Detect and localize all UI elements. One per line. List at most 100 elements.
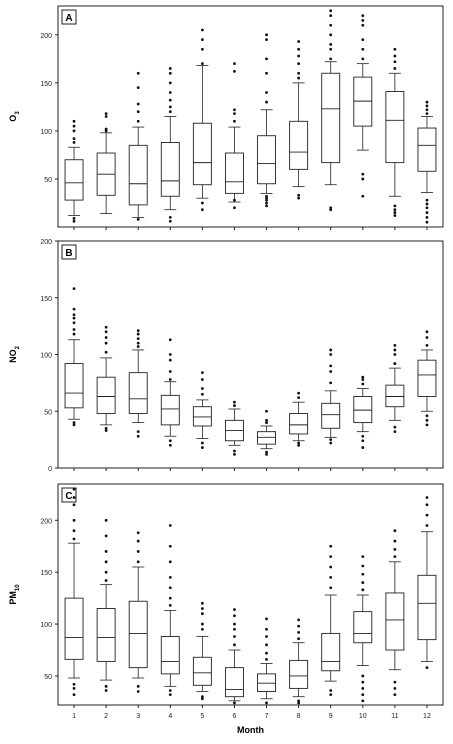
outlier-point — [104, 426, 108, 430]
outlier-point — [297, 441, 301, 445]
y-tick-label: 150 — [40, 296, 52, 303]
outlier-point — [425, 108, 429, 112]
outlier-point — [72, 313, 76, 317]
outlier-point — [104, 570, 108, 574]
box-month-1 — [64, 119, 84, 223]
outlier-point — [361, 572, 365, 576]
outlier-point — [425, 104, 429, 108]
box-month-1 — [64, 487, 84, 697]
outlier-point — [361, 699, 365, 703]
outlier-point — [200, 392, 204, 396]
outlier-point — [361, 177, 365, 181]
outlier-point — [329, 14, 333, 18]
box-month-9 — [321, 544, 341, 697]
x-tick-label: 4 — [168, 713, 172, 720]
outlier-point — [104, 684, 108, 688]
outlier-point — [72, 316, 76, 320]
box-iqr — [257, 431, 276, 445]
outlier-point — [393, 693, 397, 697]
box-month-6 — [225, 400, 244, 456]
outlier-point — [393, 47, 397, 51]
x-tick-label: 6 — [233, 713, 237, 720]
box-month-2 — [96, 112, 116, 214]
outlier-point — [168, 105, 172, 109]
outlier-point — [168, 524, 172, 527]
outlier-point — [168, 67, 172, 70]
x-tick-label: 7 — [265, 713, 269, 720]
box-month-11 — [385, 529, 405, 697]
outlier-point — [329, 364, 333, 368]
box-iqr — [128, 144, 148, 206]
outlier-point — [72, 216, 76, 220]
outlier-point — [361, 23, 365, 27]
outlier-point — [265, 701, 268, 705]
outlier-point — [168, 378, 172, 381]
outlier-point — [233, 404, 236, 407]
outlier-point — [297, 62, 301, 66]
outlier-point — [72, 421, 76, 424]
plot-frame — [57, 240, 444, 469]
outlier-point — [297, 443, 301, 447]
outlier-point — [361, 57, 365, 61]
outlier-point — [329, 575, 333, 579]
outlier-point — [72, 682, 76, 686]
outlier-point — [72, 487, 76, 491]
x-tick-label: 5 — [200, 713, 204, 720]
outlier-point — [329, 555, 333, 559]
box-iqr — [289, 120, 309, 170]
outlier-point — [329, 438, 333, 442]
outlier-point — [265, 627, 268, 631]
box-month-5 — [192, 601, 212, 701]
outlier-point — [72, 124, 76, 128]
outlier-point — [361, 680, 365, 684]
outlier-point — [72, 137, 76, 141]
y-axis-label-subscript: 10 — [15, 584, 21, 591]
outlier-point — [104, 127, 108, 131]
outlier-point — [168, 98, 172, 102]
box-iqr — [289, 659, 309, 689]
outlier-point — [265, 100, 268, 104]
outlier-point — [393, 425, 397, 429]
outlier-point — [104, 689, 108, 692]
outlier-point — [393, 686, 397, 690]
outlier-point — [297, 193, 301, 197]
outlier-point — [104, 341, 108, 345]
box-iqr — [353, 396, 373, 424]
outlier-point — [393, 529, 397, 533]
outlier-point — [104, 429, 108, 432]
outlier-point — [136, 71, 140, 75]
outlier-point — [361, 446, 365, 449]
outlier-point — [136, 110, 140, 114]
outlier-point — [72, 529, 76, 533]
box-month-8 — [289, 618, 309, 705]
box-month-6 — [225, 62, 244, 210]
outlier-point — [104, 129, 108, 133]
box-month-12 — [417, 100, 437, 224]
x-tick-label: 9 — [329, 713, 333, 720]
outlier-point — [265, 194, 268, 198]
outlier-point — [233, 614, 236, 618]
box-month-1 — [64, 287, 84, 427]
outlier-point — [361, 172, 365, 176]
outlier-point — [136, 329, 140, 333]
box-iqr — [96, 608, 116, 662]
outlier-point — [200, 38, 204, 42]
outlier-point — [361, 439, 365, 443]
outlier-point — [168, 575, 172, 579]
outlier-point — [361, 581, 365, 584]
outlier-point — [168, 689, 172, 692]
box-month-3 — [128, 71, 148, 221]
outlier-point — [361, 564, 365, 568]
outlier-point — [265, 38, 268, 42]
plot-frame — [57, 483, 444, 706]
outlier-point — [425, 330, 429, 334]
outlier-point — [72, 307, 76, 311]
box-month-8 — [289, 391, 309, 447]
x-axis-label: Month — [237, 725, 264, 735]
outlier-point — [329, 353, 333, 356]
outlier-point — [233, 701, 236, 705]
y-axis-label: PM10 — [8, 584, 21, 605]
y-tick-label: 150 — [40, 81, 52, 88]
outlier-point — [297, 396, 301, 400]
outlier-point — [200, 612, 204, 616]
